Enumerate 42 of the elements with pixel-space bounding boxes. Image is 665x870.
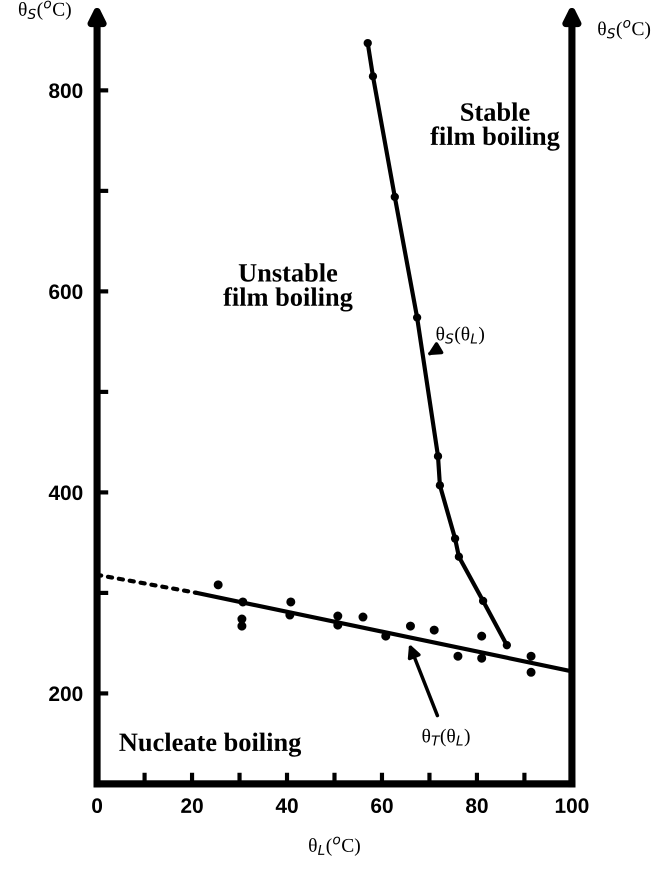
x-tick-label: 100 xyxy=(556,798,588,814)
y-tick-label: 200 xyxy=(49,686,82,702)
y-axis-title: θ$_{S}$($^{o}$C) xyxy=(18,0,71,20)
annotation: Nucleate boiling xyxy=(119,732,302,757)
point xyxy=(214,580,223,590)
annotation: θ$_{S}$(θ$_{L}$) xyxy=(436,326,484,344)
x-tick-label: 20 xyxy=(181,798,203,814)
x-tick-label: 80 xyxy=(466,798,488,814)
point xyxy=(368,72,378,80)
annotation: Stable film boiling xyxy=(430,102,560,151)
point xyxy=(364,38,372,48)
point xyxy=(406,622,415,631)
x-tick-label: 0 xyxy=(92,798,102,814)
point xyxy=(238,597,248,606)
annotation: θ$_{T}$(θ$_{L}$) xyxy=(422,728,470,746)
point xyxy=(430,626,439,635)
point xyxy=(237,622,246,631)
point xyxy=(436,481,444,490)
point xyxy=(434,452,442,460)
point xyxy=(453,652,462,661)
point xyxy=(478,596,488,606)
point xyxy=(526,668,536,677)
y-tick-label: 600 xyxy=(49,284,82,300)
point xyxy=(477,632,486,641)
annotation: Unstable film boiling xyxy=(223,263,353,312)
point xyxy=(333,612,342,621)
point xyxy=(285,610,294,620)
point xyxy=(502,641,512,650)
point xyxy=(526,652,536,661)
point xyxy=(454,552,464,561)
x-axis-title: θ$_{L}$($^{o}$C) xyxy=(309,836,360,856)
point xyxy=(286,597,296,606)
y-tick-label: 400 xyxy=(48,485,82,500)
x-tick-label: 40 xyxy=(276,798,298,814)
x-tick-label: 60 xyxy=(371,798,393,814)
point xyxy=(412,313,422,322)
y-tick-label: 800 xyxy=(49,83,82,98)
point xyxy=(358,612,368,622)
y2-axis-title: θ$_{S}$($^{o}$C) xyxy=(598,20,650,40)
point xyxy=(477,654,486,663)
point xyxy=(450,534,460,543)
point xyxy=(390,192,399,202)
